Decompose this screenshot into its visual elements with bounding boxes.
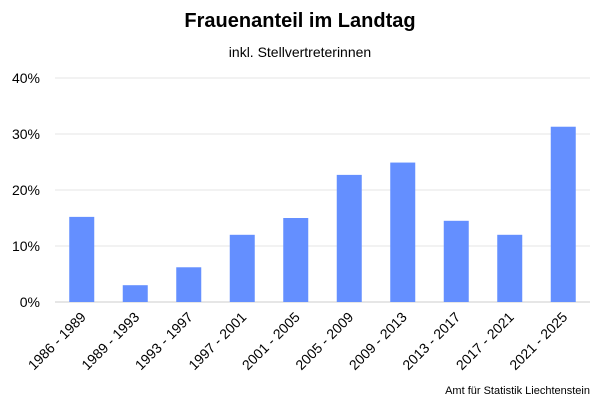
source-credit: Amt für Statistik Liechtenstein — [445, 385, 590, 397]
y-tick-label: 40% — [12, 70, 40, 86]
bar — [229, 234, 255, 302]
bar — [443, 220, 469, 302]
y-tick-label: 20% — [12, 182, 40, 198]
bar — [176, 267, 202, 302]
bar — [69, 216, 95, 302]
bar — [550, 126, 576, 302]
y-tick-label: 10% — [12, 238, 40, 254]
chart-title: Frauenanteil im Landtag — [184, 10, 415, 32]
y-tick-label: 0% — [20, 294, 40, 310]
bars — [69, 126, 576, 302]
bar — [283, 218, 309, 302]
x-tick-label: 2021 - 2025 — [506, 309, 570, 373]
y-tick-label: 30% — [12, 126, 40, 142]
bar — [497, 234, 523, 302]
bar — [122, 285, 148, 302]
bar — [336, 174, 362, 302]
chart-subtitle: inkl. Stellvertreterinnen — [229, 44, 371, 60]
y-axis-tick-labels: 0% 10% 20% 30% 40% — [12, 70, 40, 310]
bar — [390, 162, 416, 302]
